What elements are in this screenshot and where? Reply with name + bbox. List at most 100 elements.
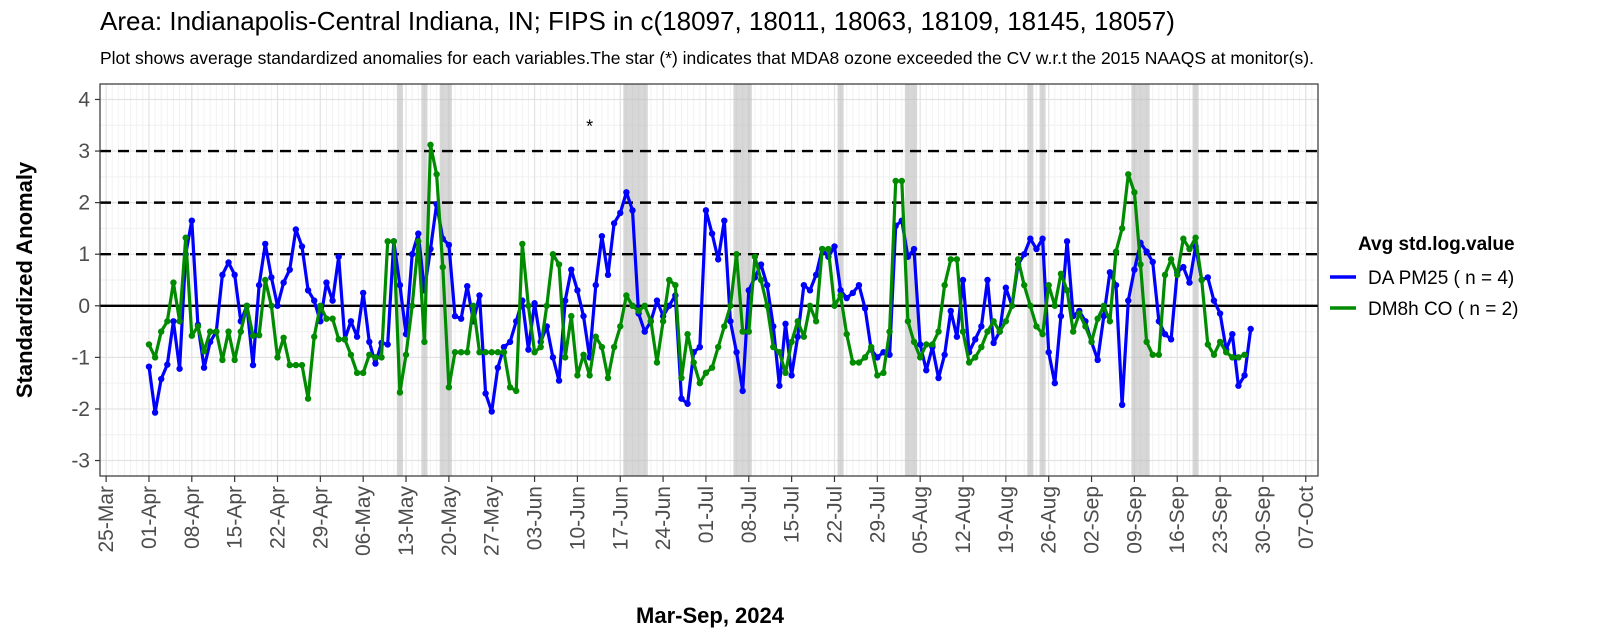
data-point xyxy=(1155,351,1163,358)
data-point xyxy=(782,369,789,377)
plot-border xyxy=(99,83,1319,477)
data-point xyxy=(1045,349,1052,356)
x-tick-label: 25-Mar xyxy=(95,486,118,553)
data-point xyxy=(610,343,618,351)
data-point xyxy=(923,367,930,374)
data-point xyxy=(1216,338,1224,346)
data-point xyxy=(978,343,985,351)
data-point xyxy=(158,328,165,335)
data-point xyxy=(904,318,912,325)
data-point xyxy=(959,328,967,335)
data-point xyxy=(935,374,942,382)
data-point xyxy=(978,323,985,330)
exceedance-band xyxy=(1192,84,1199,476)
exceedance-band xyxy=(445,84,452,476)
data-point xyxy=(500,349,508,356)
data-point xyxy=(1088,338,1095,346)
data-point xyxy=(1222,349,1230,356)
data-point xyxy=(323,279,330,286)
data-point xyxy=(537,343,544,351)
annotation-layer: * xyxy=(586,117,593,137)
x-tick-label: 02-Sep xyxy=(1081,486,1104,554)
exceedance-band xyxy=(1143,84,1150,476)
data-point xyxy=(200,347,208,355)
data-point xyxy=(880,369,887,377)
data-point xyxy=(323,315,330,322)
data-point xyxy=(219,271,226,279)
data-point xyxy=(678,395,685,402)
data-point xyxy=(947,256,954,263)
data-point xyxy=(396,389,404,396)
x-tick-label: 15-Apr xyxy=(224,486,247,549)
data-point xyxy=(721,323,728,330)
data-point xyxy=(1076,310,1083,317)
data-point xyxy=(855,359,863,366)
data-point xyxy=(672,281,679,289)
y-tick-label: -2 xyxy=(71,398,90,421)
x-tick-label: 27-May xyxy=(481,486,504,557)
data-point xyxy=(1069,328,1077,335)
x-tick-label: 05-Aug xyxy=(909,486,932,554)
x-axis: 25-Mar 01-Apr 08-Apr 15-Apr 22-Apr 29-Apr 06-M… xyxy=(95,476,1318,556)
data-point xyxy=(696,379,704,387)
data-point xyxy=(1204,341,1212,348)
data-point xyxy=(476,292,483,299)
data-point xyxy=(733,251,740,258)
exceedance-band xyxy=(739,84,746,476)
data-point xyxy=(984,328,991,335)
x-tick-label: 26-Aug xyxy=(1038,486,1061,554)
data-point xyxy=(372,354,379,361)
data-point xyxy=(886,328,893,335)
data-point xyxy=(1045,281,1052,289)
data-point xyxy=(1186,279,1193,286)
data-point xyxy=(366,338,373,346)
data-point xyxy=(384,341,391,348)
data-point xyxy=(666,276,673,284)
data-point xyxy=(947,307,954,315)
data-point xyxy=(341,336,349,343)
data-point xyxy=(286,361,293,369)
data-point xyxy=(745,328,752,335)
data-point xyxy=(262,276,269,284)
data-point xyxy=(415,238,422,245)
data-point xyxy=(488,349,495,356)
data-point xyxy=(604,374,612,382)
data-point xyxy=(916,354,924,361)
data-point xyxy=(464,282,471,290)
data-point xyxy=(500,343,508,351)
data-point xyxy=(874,354,881,361)
data-point xyxy=(366,351,373,358)
data-point xyxy=(770,343,777,351)
data-point xyxy=(292,361,300,369)
data-point xyxy=(714,343,722,351)
data-point xyxy=(335,336,342,343)
data-point xyxy=(231,356,238,364)
exceedance-band xyxy=(1039,84,1046,476)
data-point xyxy=(708,230,716,237)
data-point xyxy=(298,243,306,250)
x-tick-label: 01-Jul xyxy=(695,486,718,543)
data-point xyxy=(702,207,710,214)
x-tick-label: 23-Sep xyxy=(1209,486,1232,554)
data-point xyxy=(1014,256,1022,263)
data-point xyxy=(690,359,697,366)
data-point xyxy=(666,302,673,309)
series-layer xyxy=(145,141,1254,416)
x-axis-title: Mar-Sep, 2024 xyxy=(636,603,785,628)
data-point xyxy=(488,408,495,415)
data-point xyxy=(213,328,220,335)
data-point xyxy=(378,354,385,361)
data-point xyxy=(1125,297,1132,304)
data-point xyxy=(1100,312,1107,320)
data-point xyxy=(451,349,459,356)
data-point xyxy=(739,387,746,395)
data-point xyxy=(849,359,857,366)
data-point xyxy=(910,338,918,346)
data-point xyxy=(751,253,759,260)
data-point xyxy=(151,409,159,416)
data-point xyxy=(812,271,820,279)
data-point xyxy=(1229,330,1236,338)
data-point xyxy=(819,245,826,253)
data-point xyxy=(549,354,557,361)
